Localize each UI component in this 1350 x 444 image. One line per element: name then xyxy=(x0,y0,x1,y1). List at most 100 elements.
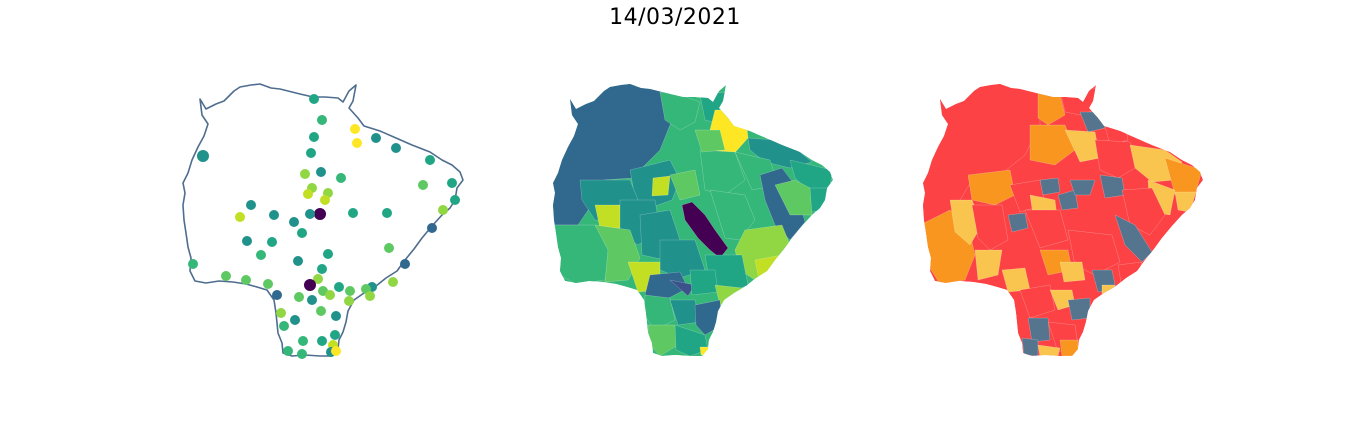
municipality-point xyxy=(290,315,300,325)
municipality-point xyxy=(388,277,398,287)
municipality-point xyxy=(371,133,381,143)
municipality-point xyxy=(294,292,304,302)
municipality-point xyxy=(246,200,256,210)
municipality-region xyxy=(651,175,671,197)
municipality-point xyxy=(345,286,355,296)
municipality-point xyxy=(276,308,286,318)
municipality-point xyxy=(303,189,313,199)
municipality-region xyxy=(1039,177,1061,196)
municipality-region xyxy=(699,149,746,196)
risk-choropleth-panel xyxy=(890,0,1240,444)
municipality-region xyxy=(1021,337,1039,356)
municipality-point xyxy=(306,148,316,158)
municipality-point xyxy=(316,306,326,316)
municipality-point xyxy=(235,212,245,222)
municipality-region xyxy=(1121,187,1166,236)
choropleth-regions xyxy=(923,84,1203,356)
municipality-point xyxy=(188,259,198,269)
municipality-region xyxy=(1024,209,1069,249)
municipality-point xyxy=(350,124,360,134)
municipality-point xyxy=(425,155,435,165)
municipality-region xyxy=(974,249,1003,281)
municipality-region xyxy=(594,224,641,283)
municipality-point xyxy=(323,249,333,259)
municipality-point xyxy=(418,180,428,190)
municipality-point xyxy=(297,228,307,238)
municipality-region xyxy=(971,204,1009,251)
municipality-point xyxy=(221,271,231,281)
municipality-region xyxy=(674,324,709,356)
municipality-region xyxy=(754,254,783,286)
municipality-region xyxy=(1029,124,1076,166)
municipality-point xyxy=(307,295,317,305)
municipality-region xyxy=(1019,284,1056,319)
municipality-point xyxy=(382,208,392,218)
municipality-point xyxy=(289,217,299,227)
municipality-region xyxy=(774,179,813,216)
municipality-point xyxy=(365,291,375,301)
municipality-point xyxy=(330,330,340,340)
municipality-region xyxy=(681,201,729,259)
point-map-panel xyxy=(150,0,500,444)
municipality-point xyxy=(336,173,346,183)
municipality-point xyxy=(316,167,326,177)
municipality-point xyxy=(293,256,303,266)
municipality-region xyxy=(1117,261,1143,289)
municipality-region xyxy=(1067,297,1091,321)
viridis-choropleth-panel xyxy=(520,0,870,444)
municipality-region xyxy=(644,271,689,301)
municipality-point xyxy=(197,150,209,162)
municipality-point xyxy=(313,274,323,284)
municipality-point xyxy=(263,279,273,289)
municipality-point xyxy=(447,178,457,188)
municipality-point xyxy=(325,290,335,300)
municipality-point xyxy=(438,205,448,215)
municipality-point xyxy=(391,143,401,153)
municipality-region xyxy=(694,129,726,153)
municipality-region xyxy=(1037,344,1061,356)
municipality-point xyxy=(317,336,327,346)
municipality-region xyxy=(1094,139,1141,179)
municipality-region xyxy=(1059,339,1079,356)
municipality-point xyxy=(331,311,341,321)
municipality-region xyxy=(1007,212,1029,233)
municipality-region xyxy=(1114,214,1153,263)
point-map xyxy=(182,83,464,359)
municipality-point xyxy=(305,209,315,219)
municipality-point xyxy=(427,223,437,233)
municipality-point xyxy=(283,346,293,356)
municipality-point xyxy=(297,349,307,359)
municipality-point xyxy=(384,243,394,253)
municipality-point xyxy=(352,138,362,148)
municipality-point xyxy=(320,195,330,205)
municipality-point xyxy=(241,275,251,285)
municipality-point xyxy=(331,346,341,356)
municipality-region xyxy=(689,269,719,296)
municipality-point xyxy=(242,236,252,246)
municipality-point xyxy=(334,282,344,292)
municipality-point xyxy=(267,237,277,247)
municipality-region xyxy=(1057,189,1079,211)
municipality-point xyxy=(317,264,327,274)
municipality-point xyxy=(272,290,282,300)
viridis-choropleth-map xyxy=(553,84,833,356)
figure-title: 14/03/2021 xyxy=(609,5,741,30)
municipality-point xyxy=(344,296,354,306)
municipality-point xyxy=(269,210,279,220)
municipality-region xyxy=(1069,179,1096,196)
municipality-region xyxy=(1174,191,1197,213)
municipality-point xyxy=(279,321,289,331)
municipality-region xyxy=(967,169,1016,206)
municipality-region xyxy=(1059,87,1101,116)
municipality-point xyxy=(348,208,358,218)
municipality-point xyxy=(317,115,327,125)
municipality-region xyxy=(1027,317,1051,343)
municipality-point xyxy=(256,250,266,260)
municipality-point xyxy=(314,208,326,220)
municipality-point xyxy=(450,195,460,205)
municipality-region xyxy=(1059,261,1086,283)
risk-choropleth-map xyxy=(923,84,1203,356)
municipality-point xyxy=(400,259,410,269)
municipality-region xyxy=(669,169,701,201)
municipality-point xyxy=(300,169,310,179)
